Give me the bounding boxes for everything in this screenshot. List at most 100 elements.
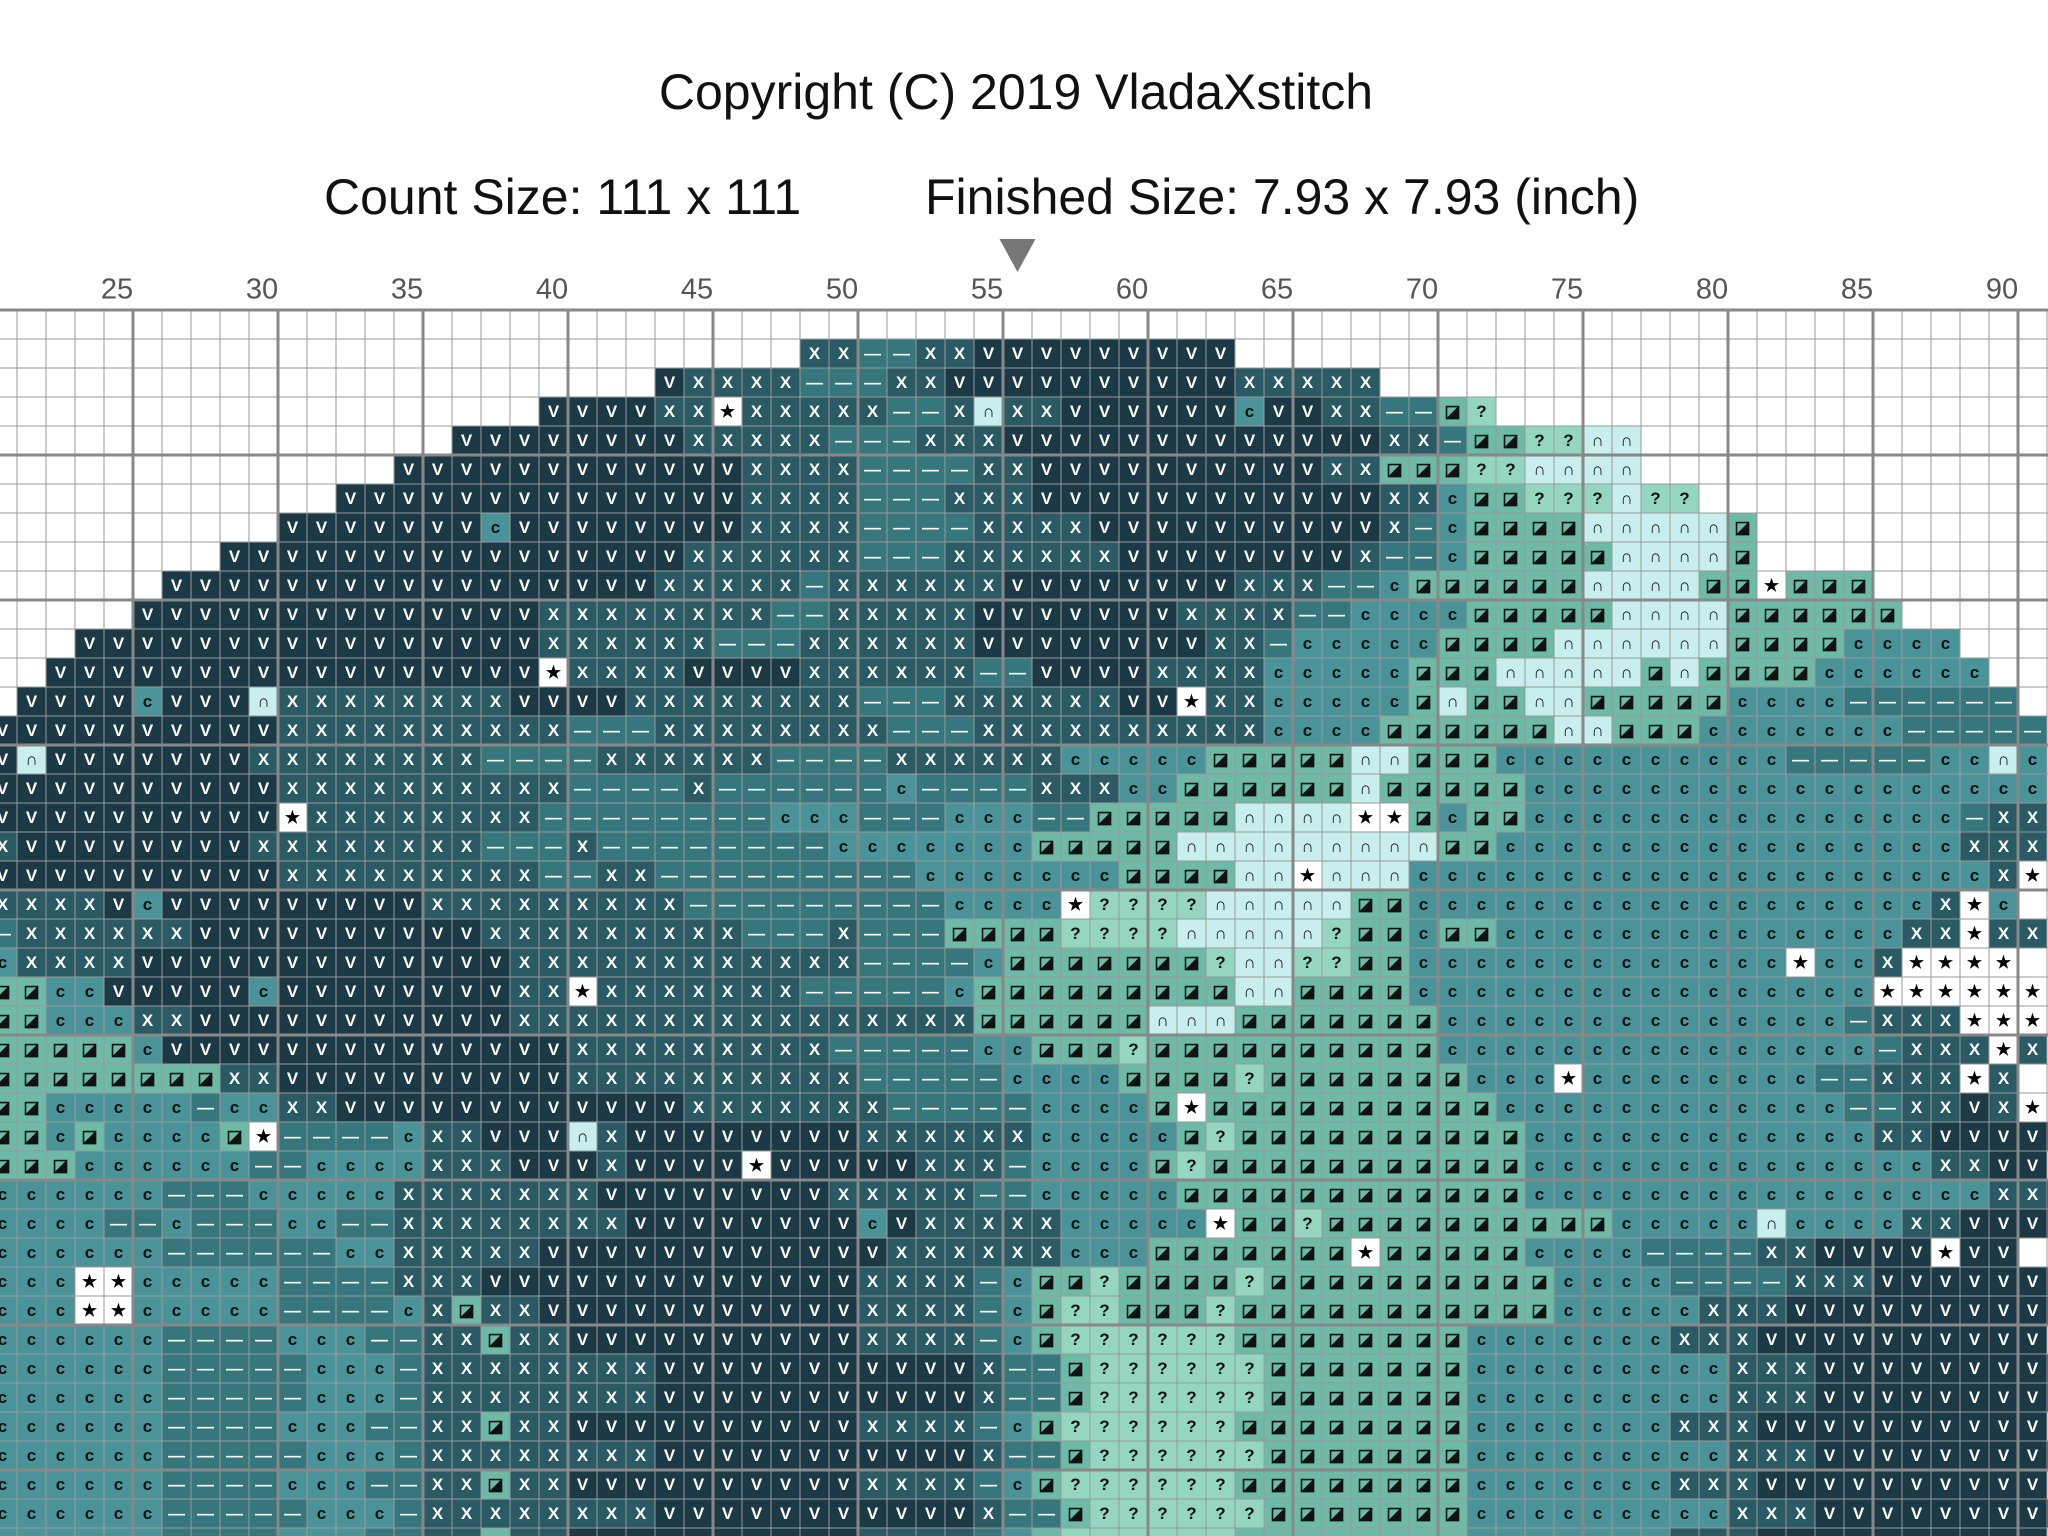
stitch-symbol: ◪	[23, 1011, 39, 1030]
stitch-cell	[1467, 339, 1496, 368]
stitch-symbol: X	[722, 547, 734, 566]
stitch-cell	[1873, 426, 1902, 455]
stitch-symbol: X	[577, 1388, 589, 1407]
stitch-symbol: c	[1535, 750, 1544, 769]
stitch-symbol: ∩	[1359, 779, 1371, 798]
stitch-symbol: V	[345, 663, 357, 682]
stitch-symbol: —	[980, 1272, 997, 1291]
stitch-symbol: c	[1651, 1011, 1660, 1030]
stitch-symbol: ★	[1967, 1069, 1983, 1088]
stitch-symbol: ◪	[1270, 1388, 1286, 1407]
stitch-symbol: V	[461, 1040, 473, 1059]
stitch-symbol: V	[1795, 1330, 1807, 1349]
stitch-symbol: V	[780, 1127, 792, 1146]
stitch-symbol: X	[403, 1214, 415, 1233]
stitch-symbol: c	[375, 1156, 384, 1175]
stitch-cell	[713, 339, 742, 368]
stitch-symbol: c	[375, 1185, 384, 1204]
stitch-symbol: c	[143, 1156, 152, 1175]
stitch-symbol: V	[403, 1098, 415, 1117]
stitch-symbol: —	[777, 750, 794, 769]
stitch-symbol: c	[1738, 1156, 1747, 1175]
stitch-symbol: X	[1215, 634, 1227, 653]
stitch-cell	[1902, 397, 1931, 426]
stitch-symbol: V	[461, 605, 473, 624]
stitch-symbol: X	[693, 721, 705, 740]
stitch-symbol: V	[461, 663, 473, 682]
stitch-symbol: —	[574, 721, 591, 740]
stitch-cell	[1902, 310, 1931, 339]
stitch-symbol: V	[635, 1330, 647, 1349]
stitch-symbol: X	[954, 1214, 966, 1233]
stitch-cell	[1206, 310, 1235, 339]
stitch-symbol: X	[722, 924, 734, 943]
stitch-symbol: V	[316, 1069, 328, 1088]
stitch-symbol: V	[1940, 1301, 1952, 1320]
stitch-cell	[974, 513, 1003, 542]
stitch-symbol: V	[84, 808, 96, 827]
stitch-symbol: c	[259, 982, 268, 1001]
stitch-symbol: c	[1651, 866, 1660, 885]
stitch-symbol: V	[432, 1040, 444, 1059]
stitch-cell	[1206, 397, 1235, 426]
stitch-symbol: V	[1795, 1301, 1807, 1320]
stitch-symbol: c	[1651, 1301, 1660, 1320]
stitch-symbol: c	[346, 1330, 355, 1349]
stitch-symbol: ◪	[1067, 982, 1083, 1001]
stitch-symbol: ∩	[1620, 489, 1632, 508]
stitch-symbol: —	[777, 924, 794, 943]
stitch-symbol: ★	[575, 982, 591, 1001]
stitch-cell	[1177, 339, 1206, 368]
stitch-symbol: X	[461, 1156, 473, 1175]
stitch-cell	[945, 310, 974, 339]
stitch-symbol: V	[26, 866, 38, 885]
stitch-cell	[1148, 542, 1177, 571]
stitch-symbol: c	[1941, 866, 1950, 885]
stitch-cell	[858, 426, 887, 455]
stitch-symbol: X	[1331, 460, 1343, 479]
stitch-symbol: X	[693, 779, 705, 798]
stitch-symbol: V	[925, 1359, 937, 1378]
stitch-symbol: X	[461, 779, 473, 798]
stitch-cell	[829, 542, 858, 571]
stitch-symbol: V	[461, 460, 473, 479]
stitch-cell	[1148, 339, 1177, 368]
stitch-symbol: ◪	[1125, 837, 1141, 856]
stitch-cell	[945, 397, 974, 426]
stitch-symbol: c	[1419, 953, 1428, 972]
stitch-cell	[1235, 426, 1264, 455]
stitch-symbol: X	[1331, 402, 1343, 421]
stitch-symbol: c	[1796, 837, 1805, 856]
stitch-cell	[1235, 368, 1264, 397]
stitch-cell	[916, 339, 945, 368]
stitch-symbol: V	[142, 866, 154, 885]
stitch-symbol: V	[577, 460, 589, 479]
stitch-symbol: ◪	[1444, 924, 1460, 943]
stitch-symbol: ∩	[1185, 837, 1197, 856]
stitch-cell	[46, 484, 75, 513]
stitch-cell	[0, 484, 17, 513]
stitch-symbol: V	[287, 547, 299, 566]
stitch-cell	[1902, 571, 1931, 600]
stitch-symbol: —	[748, 924, 765, 943]
stitch-symbol: X	[751, 1069, 763, 1088]
stitch-symbol: X	[809, 344, 821, 363]
stitch-cell	[684, 397, 713, 426]
stitch-cell	[0, 339, 17, 368]
stitch-symbol: ◪	[1183, 1069, 1199, 1088]
stitch-symbol: V	[200, 779, 212, 798]
stitch-symbol: X	[780, 576, 792, 595]
stitch-symbol: c	[288, 1214, 297, 1233]
stitch-symbol: X	[606, 866, 618, 885]
stitch-symbol: V	[345, 1011, 357, 1030]
stitch-symbol: —	[980, 663, 997, 682]
stitch-symbol: X	[925, 431, 937, 450]
stitch-symbol: X	[2027, 924, 2039, 943]
stitch-symbol: X	[1099, 547, 1111, 566]
stitch-symbol: —	[1009, 663, 1026, 682]
stitch-symbol: X	[838, 547, 850, 566]
stitch-symbol: ★	[1967, 924, 1983, 943]
stitch-symbol: c	[201, 1127, 210, 1146]
stitch-symbol: ?	[1244, 1069, 1254, 1088]
stitch-symbol: V	[1070, 402, 1082, 421]
